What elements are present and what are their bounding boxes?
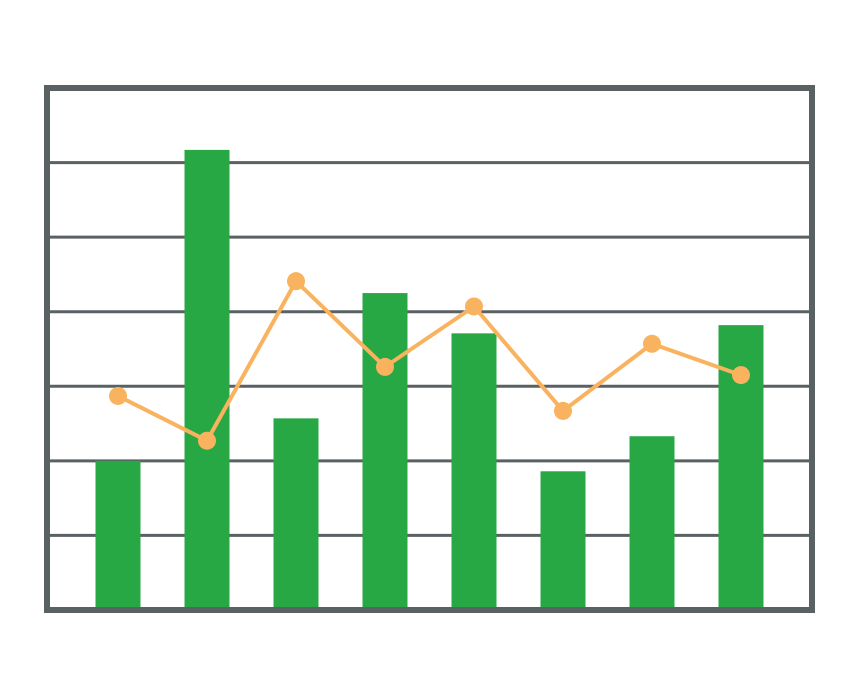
line-point: [554, 401, 572, 420]
line-point: [287, 272, 305, 291]
line-point: [732, 366, 750, 385]
line-point: [465, 297, 483, 316]
bar: [184, 149, 230, 610]
bar: [540, 471, 586, 610]
bar: [451, 333, 497, 610]
bar: [273, 418, 319, 610]
bar: [95, 460, 141, 610]
line-point: [643, 334, 661, 353]
line-point: [198, 431, 216, 450]
bar: [362, 293, 408, 610]
plot-background: [47, 88, 812, 610]
line-point: [376, 357, 394, 376]
bar: [629, 436, 675, 610]
line-point: [109, 386, 127, 405]
plot-frame: [44, 85, 815, 613]
line: [117, 279, 742, 443]
